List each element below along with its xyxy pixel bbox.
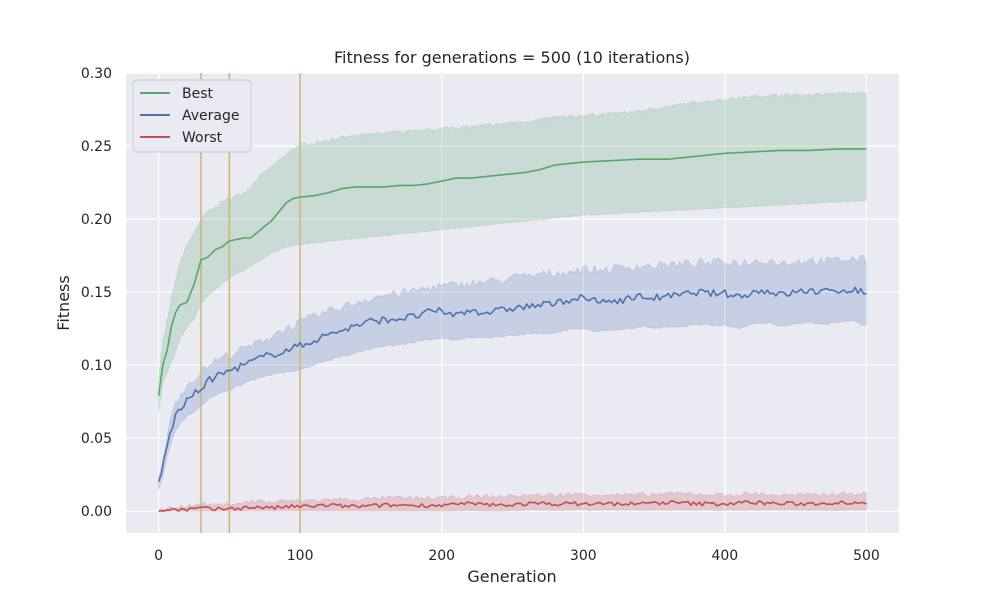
series-lines (157, 148, 867, 512)
y-axis-ticks: 0.00 0.05 0.10 0.15 0.20 0.25 0.30 (81, 66, 112, 520)
legend: Best Average Worst (132, 79, 252, 153)
x-axis-label: Generation (467, 567, 556, 586)
legend-label-average: Average (182, 108, 240, 124)
y-tick-label-3: 0.15 (81, 285, 112, 301)
chart-title: Fitness for generations = 500 (10 iterat… (334, 48, 690, 67)
legend-label-best: Best (182, 86, 214, 102)
line-average (157, 286, 867, 482)
x-axis-ticks: 0 100 200 300 400 500 (154, 548, 880, 564)
x-tick-label-300: 300 (570, 548, 597, 564)
y-tick-label-4: 0.20 (81, 212, 112, 228)
confidence-bands (158, 91, 867, 512)
y-tick-label-6: 0.30 (81, 66, 112, 82)
y-tick-label-5: 0.25 (81, 139, 112, 155)
legend-label-worst: Worst (182, 130, 223, 146)
y-tick-label-0: 0.00 (81, 504, 112, 520)
grid-lines (126, 72, 899, 533)
x-tick-label-100: 100 (287, 548, 314, 564)
line-best (157, 148, 867, 396)
x-tick-label-500: 500 (853, 548, 880, 564)
x-tick-label-200: 200 (428, 548, 455, 564)
line-worst (158, 500, 867, 512)
y-axis-label: Fitness (54, 275, 73, 330)
y-tick-label-2: 0.10 (81, 358, 112, 374)
x-tick-label-0: 0 (154, 548, 163, 564)
band-average (158, 254, 867, 490)
band-worst (158, 491, 867, 512)
band-best (158, 91, 867, 413)
legend-box (132, 79, 252, 153)
x-tick-label-400: 400 (711, 548, 738, 564)
y-tick-label-1: 0.05 (81, 431, 112, 447)
plot-area (126, 73, 899, 533)
